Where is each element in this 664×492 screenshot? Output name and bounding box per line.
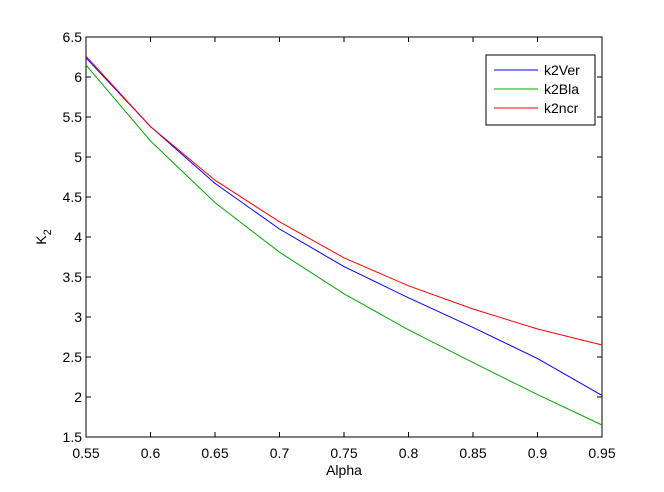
legend-label-k2Ver: k2Ver	[544, 62, 580, 78]
y-tick-label: 6.5	[63, 29, 83, 45]
y-tick-label: 4	[74, 229, 82, 245]
y-tick-label: 1.5	[63, 429, 83, 445]
x-tick-label: 0.7	[270, 445, 290, 461]
y-tick-label: 3	[74, 309, 82, 325]
y-axis-title-group: K2	[33, 229, 54, 244]
y-tick-label: 4.5	[63, 189, 83, 205]
x-axis-title: Alpha	[326, 462, 362, 478]
x-tick-label: 0.95	[588, 445, 615, 461]
legend: k2Ver k2Bla k2ncr	[485, 54, 596, 126]
legend-label-k2Bla: k2Bla	[544, 81, 579, 97]
legend-label-k2ncr: k2ncr	[544, 100, 579, 116]
legend-box	[485, 54, 596, 126]
x-tick-label: 0.6	[141, 445, 161, 461]
y-tick-label: 2.5	[63, 349, 83, 365]
y-tick-label: 5	[74, 149, 82, 165]
x-tick-label: 0.8	[399, 445, 419, 461]
x-tick-label: 0.55	[72, 445, 99, 461]
y-axis-title-main: K	[33, 235, 49, 245]
x-tick-label: 0.65	[201, 445, 228, 461]
y-axis-title-subscript: 2	[42, 229, 54, 235]
y-tick-label: 2	[74, 389, 82, 405]
x-tick-label: 0.9	[528, 445, 548, 461]
series-line-k2ncr	[85, 55, 603, 346]
x-tick-label: 0.75	[330, 445, 357, 461]
y-tick-label: 3.5	[63, 269, 83, 285]
series-line-k2Bla	[85, 64, 603, 426]
y-axis-title: K2	[33, 229, 54, 244]
series-lines	[85, 55, 603, 426]
x-tick-label: 0.85	[459, 445, 486, 461]
y-tick-label: 6	[74, 69, 82, 85]
y-tick-label: 5.5	[63, 109, 83, 125]
axis-ticks: 0.55 0.6 0.65 0.7 0.75 0.8 0.85 0.9 0.95 1.5 2 2.5 3…	[63, 29, 616, 461]
series-line-k2Ver	[85, 57, 603, 396]
